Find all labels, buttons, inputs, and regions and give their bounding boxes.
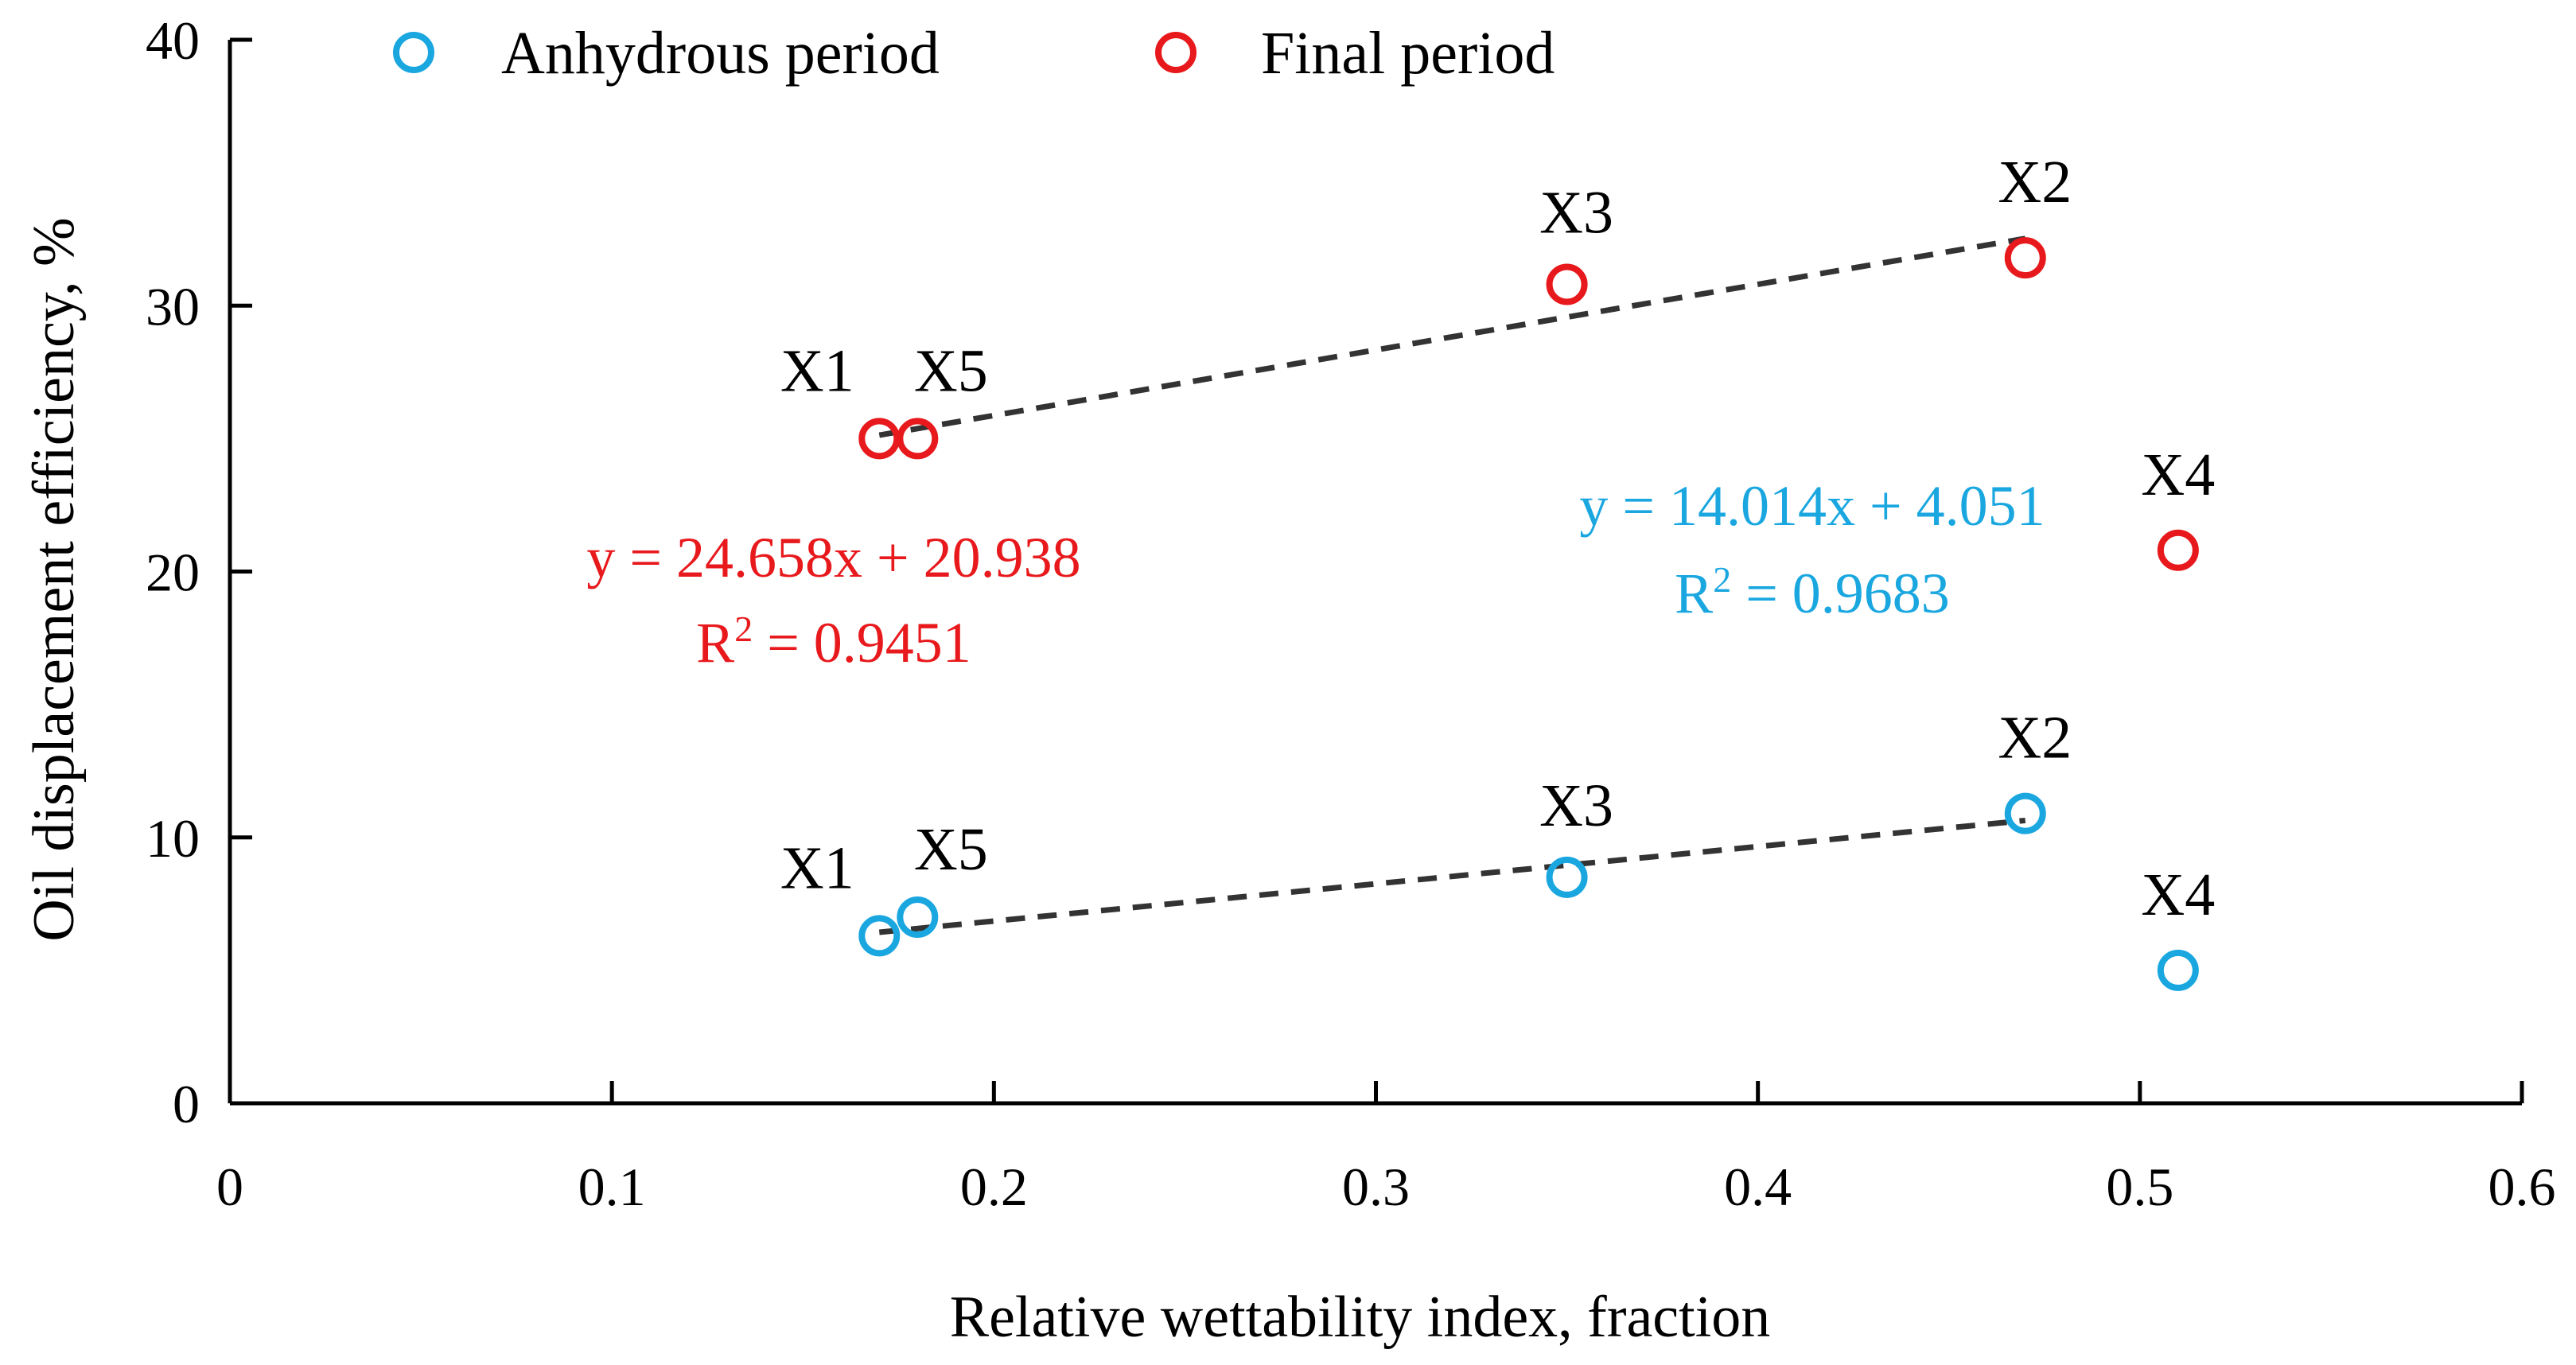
- x-tick-label: 0.6: [2488, 1157, 2556, 1217]
- x-tick-label: 0.3: [1342, 1157, 1410, 1217]
- y-tick-label: 10: [146, 808, 200, 869]
- legend: Anhydrous period Final period: [393, 20, 1555, 87]
- y-tick-label: 30: [146, 276, 200, 336]
- y-tick-label: 0: [173, 1074, 200, 1134]
- data-point: [2004, 792, 2046, 834]
- x-tick-label: 0: [216, 1157, 243, 1217]
- legend-marker: [393, 32, 434, 73]
- axes: 0 0.1 0.2 0.3 0.4 0.5 0.6 0 10 20 30 40 Relative wet…: [21, 10, 2556, 1350]
- y-tick-label: 40: [146, 10, 200, 71]
- x-tick-label: 0.2: [960, 1157, 1028, 1217]
- y-axis-title: Oil displacement efficiency, %: [21, 217, 87, 941]
- data-point: [2157, 949, 2199, 991]
- point-label: X2: [1998, 705, 2072, 772]
- point-label: X4: [2141, 861, 2215, 928]
- point-label: X5: [914, 816, 988, 883]
- data-point: [858, 418, 901, 460]
- point-label: X3: [1539, 180, 1613, 247]
- x-tick-label: 0.5: [2106, 1157, 2173, 1217]
- point-label: X3: [1539, 772, 1613, 839]
- x-tick-label: 0.4: [1724, 1157, 1792, 1217]
- data-point: [897, 418, 939, 460]
- x-tick-label: 0.1: [578, 1157, 646, 1217]
- data-point: [2004, 237, 2046, 279]
- trend-equations: y = 14.014x + 4.051 R2 = 0.9683 y = 24.658…: [586, 474, 2045, 675]
- data-point: [1546, 856, 1588, 898]
- point-label: X2: [1998, 149, 2072, 216]
- trendlines: [878, 235, 2026, 935]
- y-tick-label: 20: [146, 542, 200, 603]
- point-label: X1: [780, 337, 854, 404]
- trendline: [878, 235, 2026, 438]
- trend-equation: y = 14.014x + 4.051: [1579, 474, 2045, 538]
- trendline: [878, 817, 2026, 935]
- data-point: [2157, 529, 2199, 571]
- point-label: X1: [780, 834, 854, 901]
- trend-r-squared: R2 = 0.9451: [696, 609, 971, 675]
- point-labels: X1 X5 X3 X2 X4 X1 X5 X3 X2 X4: [780, 149, 2215, 928]
- trend-r-squared: R2 = 0.9683: [1675, 559, 1950, 625]
- point-label: X5: [914, 337, 988, 404]
- x-axis-title: Relative wettability index, fraction: [950, 1285, 1771, 1350]
- legend-label: Anhydrous period: [501, 20, 940, 87]
- trend-equation: y = 24.658x + 20.938: [586, 526, 1080, 589]
- legend-marker: [1155, 32, 1197, 73]
- legend-label: Final period: [1261, 20, 1555, 87]
- data-point: [897, 896, 939, 939]
- data-point: [1546, 263, 1588, 305]
- data-points: [858, 237, 2199, 991]
- point-label: X4: [2141, 441, 2215, 508]
- data-point: [858, 915, 901, 957]
